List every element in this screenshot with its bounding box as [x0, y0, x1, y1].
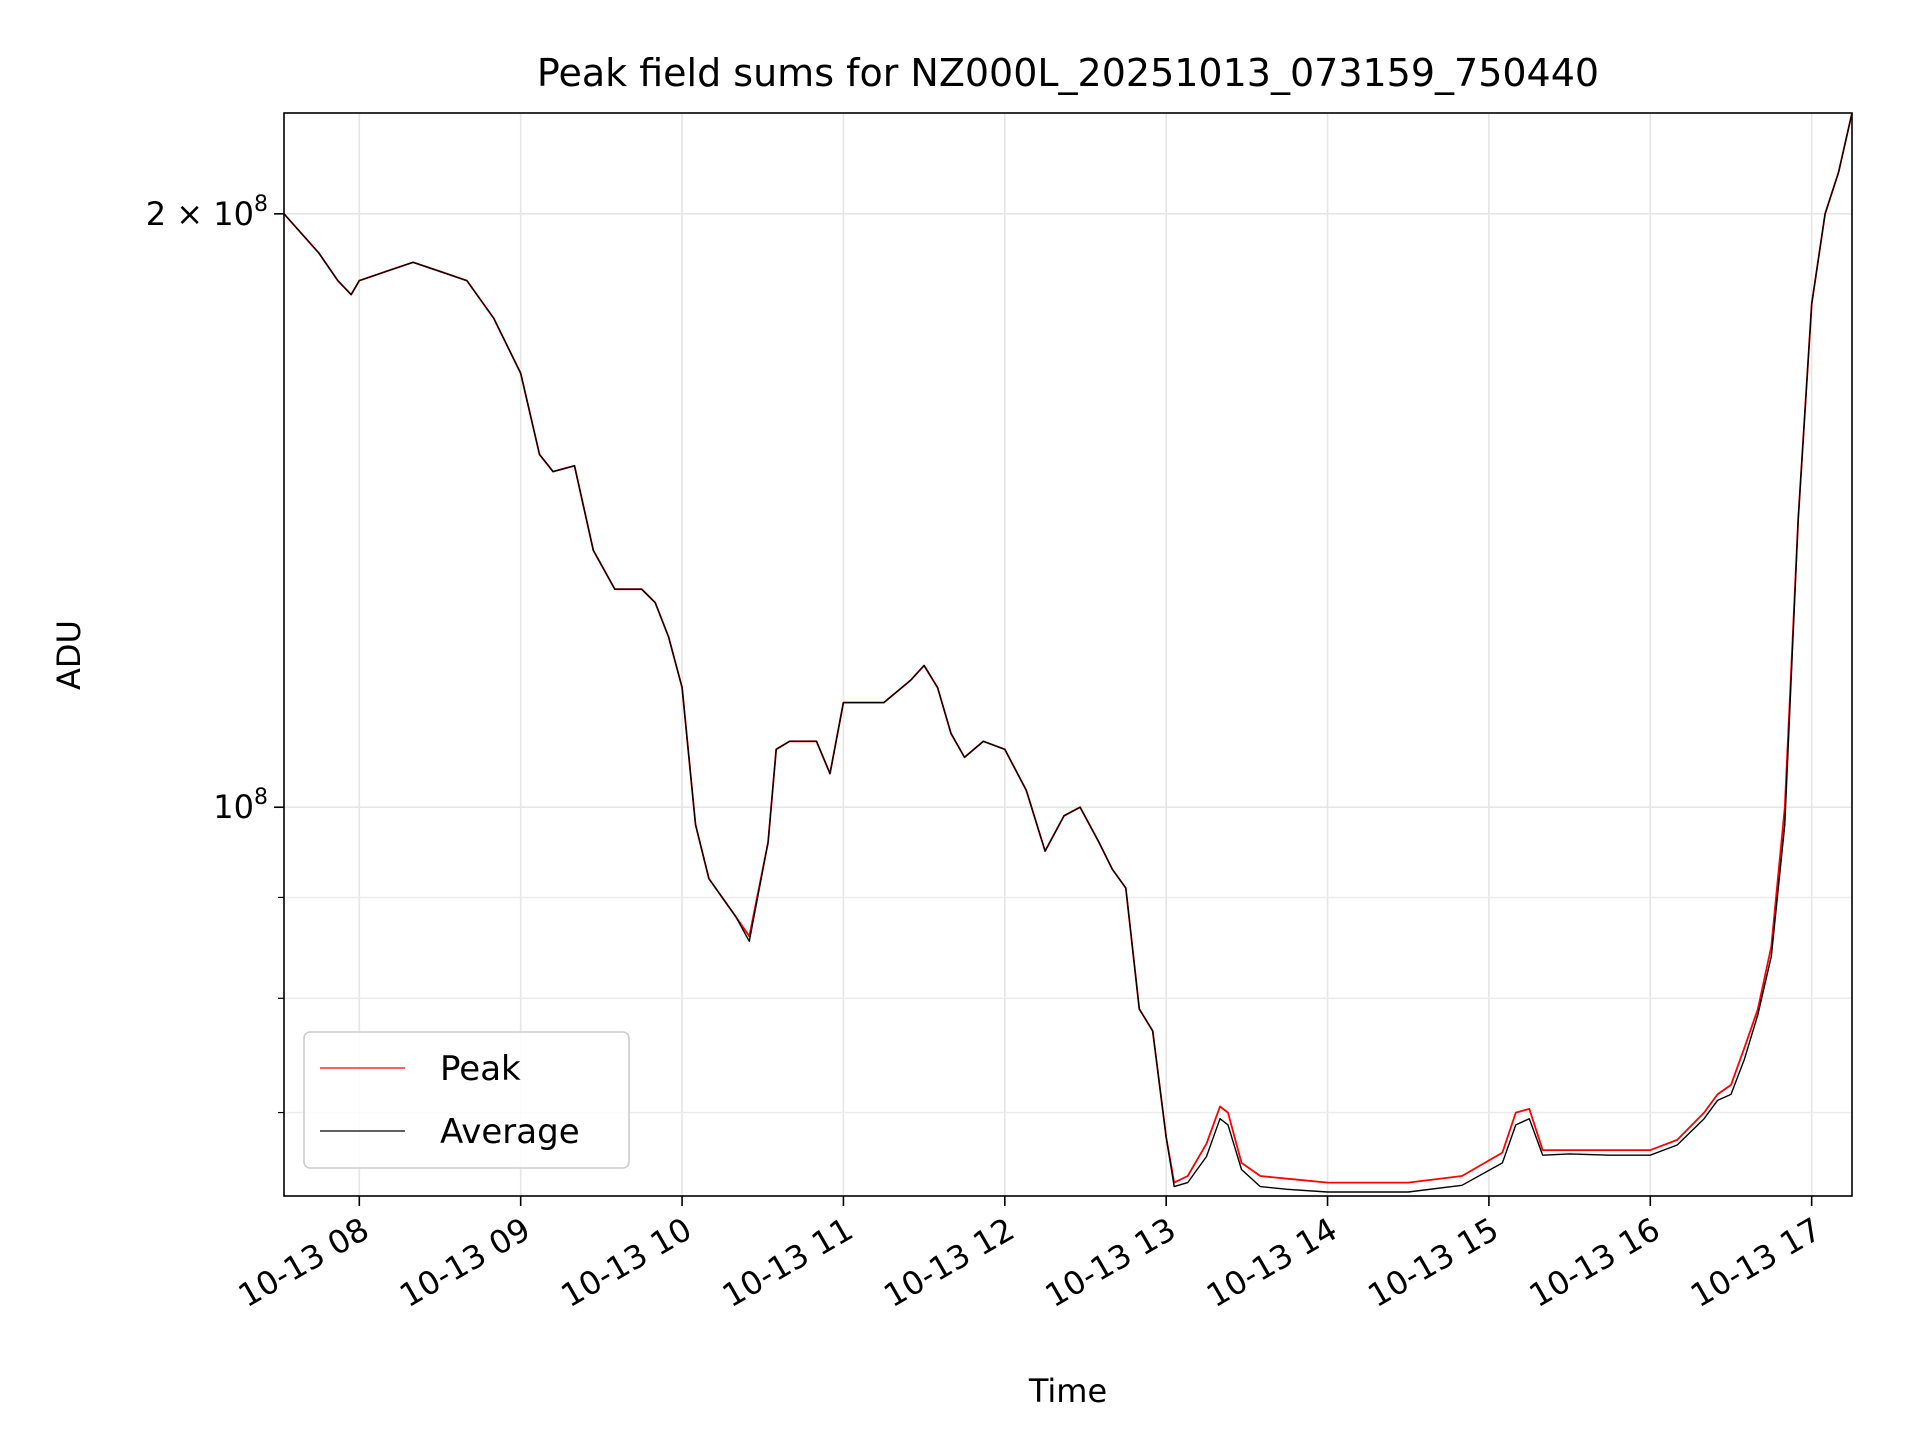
x-axis-label: Time [1028, 1372, 1107, 1410]
legend: Peak Average [303, 1031, 630, 1169]
series-line-average [283, 112, 1853, 1193]
y-tick-label: 2 × 108 [146, 192, 268, 233]
y-tick-exponent: 8 [254, 192, 268, 217]
plot-frame [283, 112, 1853, 1197]
y-tick-label: 108 [213, 785, 268, 826]
y-tick-base: 10 [213, 788, 254, 826]
y-tick-base: 2 × 10 [146, 195, 254, 233]
series-layer [283, 112, 1853, 1193]
y-axis-label: ADU [50, 620, 88, 690]
legend-peak-label: Peak [440, 1049, 521, 1089]
legend-box [303, 1031, 630, 1169]
legend-average-label: Average [440, 1112, 580, 1152]
y-tick-exponent: 8 [254, 785, 268, 810]
chart-title: Peak field sums for NZ000L_20251013_0731… [537, 51, 1599, 95]
grid [284, 113, 1852, 1196]
